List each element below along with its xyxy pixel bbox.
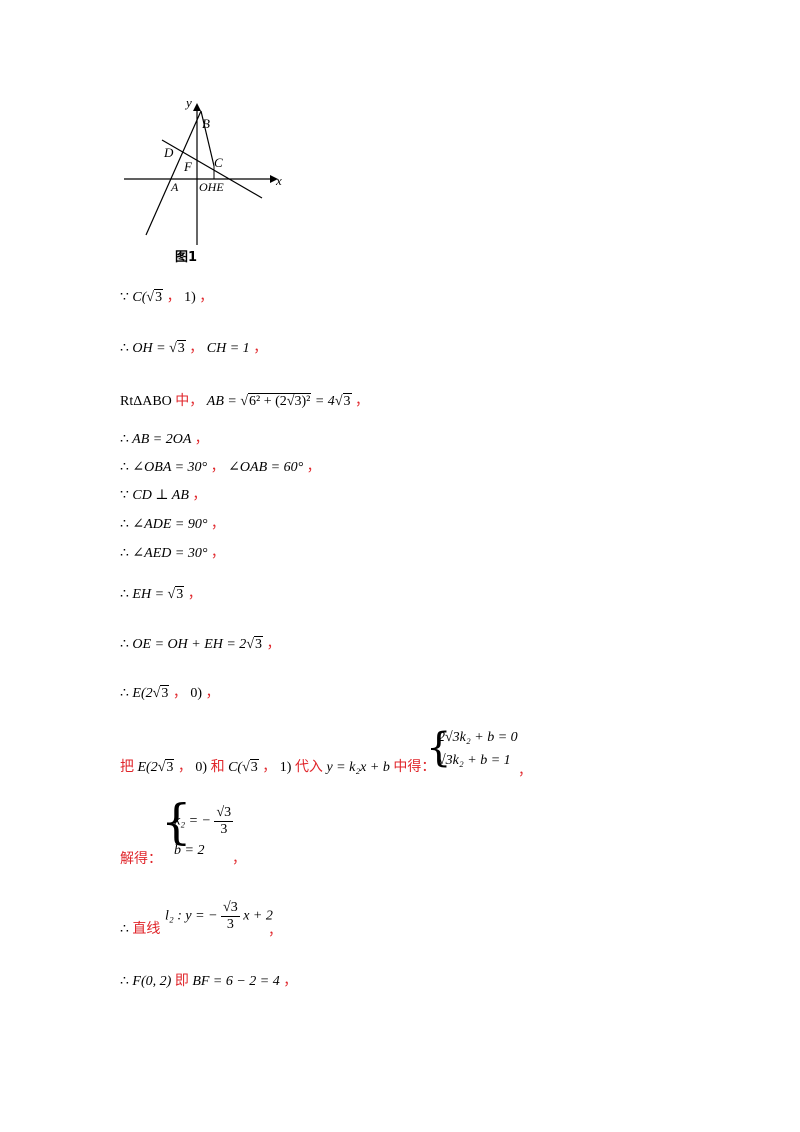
system-brace-1: { (426, 725, 452, 771)
label-x: x (275, 173, 282, 188)
line-11: ∴ E(2√3 ， 0) ， (120, 685, 220, 701)
system-brace-2: { (161, 794, 192, 850)
line-4: ∴ AB = 2OA ， (120, 432, 209, 447)
line-12-end: ， (518, 764, 532, 779)
line-6: ∵ CD ⊥ AB ， (120, 488, 207, 503)
system-2-eq1: k₂ = − √3 3 (174, 805, 234, 837)
system-1-eq1: 2√3k₂ + b = 0 (438, 730, 518, 745)
system-1-eq2: √3k₂ + b = 1 (438, 753, 511, 768)
line-10: ∴ OE = OH + EH = 2√3 ， (120, 636, 281, 652)
line-7: ∴ ∠ADE = 90° ， (120, 517, 225, 532)
figure-1-diagram: y B D F C x A OHE (124, 95, 282, 245)
line-13-label: 解得： (120, 851, 162, 867)
label-a: A (170, 180, 179, 194)
line-5: ∴ ∠OBA = 30° ， ∠OAB = 60° ， (120, 460, 321, 475)
line-14-expr: l₂ : y = − √3 3 x + 2 (165, 900, 273, 932)
line-1: ∵ C(√3 ， 1) ， (120, 289, 214, 305)
line-9: ∴ EH = √3 ， (120, 586, 202, 602)
line-14-end: ， (268, 924, 282, 939)
line-bc (200, 110, 215, 167)
y-axis-arrow (193, 103, 201, 111)
line-13-end: ， (232, 852, 246, 867)
line-ab (145, 110, 202, 236)
label-y: y (184, 95, 192, 110)
line-2: ∴ OH = √3 ， CH = 1 ， (120, 340, 268, 356)
figure-caption: 图1 (175, 250, 198, 265)
system-2-eq2: b = 2 (174, 843, 205, 858)
line-3: RtΔABO 中， AB = √6² + (2√3)² = 4√3 ， (120, 393, 369, 409)
x-axis-arrow (270, 175, 278, 183)
label-b: B (202, 116, 210, 131)
label-c: C (214, 155, 223, 170)
label-f: F (183, 159, 193, 174)
line-8: ∴ ∠AED = 30° ， (120, 546, 225, 561)
label-ohe: OHE (199, 180, 224, 194)
line-12: 把 E(2√3 ， 0) 和 C(√3 ， 1) 代入 y = k₂x + b … (120, 759, 436, 775)
label-d: D (163, 145, 174, 160)
line-15: ∴ F(0, 2) 即 BF = 6 − 2 = 4 ， (120, 973, 298, 989)
line-de (161, 139, 263, 199)
line-14: ∴ 直线 (120, 921, 161, 937)
